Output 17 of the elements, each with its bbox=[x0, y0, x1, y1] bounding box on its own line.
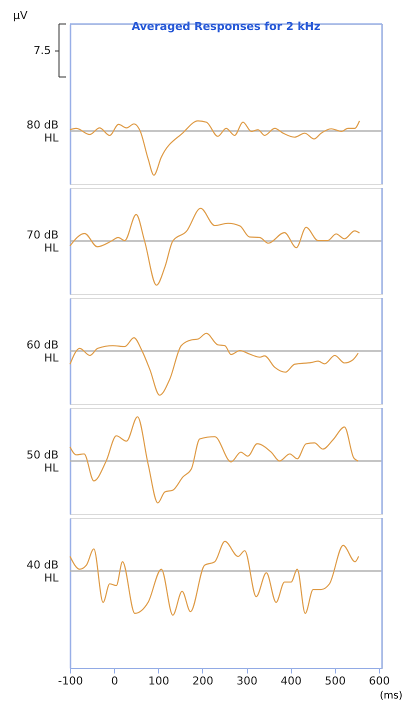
y-axis-title: 60 dB HL bbox=[26, 338, 60, 364]
y-axis-title: 80 dB HL bbox=[26, 118, 60, 144]
x-axis-title: (ms) bbox=[380, 690, 403, 702]
chart-title: Averaged Responses for 2 kHz bbox=[132, 20, 320, 33]
y-axis-title: 40 dB HL bbox=[26, 558, 60, 584]
x-tick-label: 200 bbox=[192, 674, 214, 688]
x-tick-label: 300 bbox=[236, 674, 258, 688]
y-axis-title: 70 dB HL bbox=[26, 228, 60, 254]
y-axis-title: 50 dB HL bbox=[26, 448, 60, 474]
text: µV bbox=[13, 9, 28, 22]
x-tick-label: 100 bbox=[148, 674, 170, 688]
x-tick-label: 0 bbox=[111, 674, 118, 688]
x-tick-label: 600 bbox=[368, 674, 390, 688]
x-tick-label: 400 bbox=[280, 674, 302, 688]
x-tick-label: -100 bbox=[58, 674, 83, 688]
x-tick-label: 500 bbox=[324, 674, 346, 688]
text: 7.5 bbox=[34, 44, 51, 57]
